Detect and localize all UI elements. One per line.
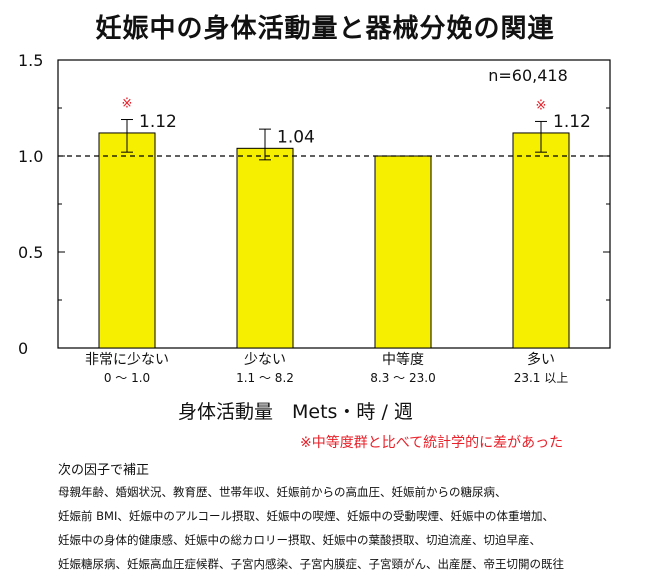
adjustment-line: 母親年齢、婚姻状況、教育歴、世帯年収、妊娠前からの高血圧、妊娠前からの糖尿病、 [58,485,507,499]
x-range-label: 8.3 ～ 23.0 [370,371,435,385]
bar [98,132,156,349]
data-label: 1.04 [277,127,315,147]
data-label: 1.12 [139,112,177,132]
y-tick-label: 0 [18,339,28,358]
bar [512,132,570,349]
x-range-label: 0 ～ 1.0 [104,371,150,385]
x-tick-label: 非常に少ない [85,352,169,368]
significance-note: ※中等度群と比べて統計学的に差があった [300,435,564,451]
x-tick-label: 多い [527,351,555,368]
y-tick-label: 0.5 [18,243,43,262]
x-axis-title: 身体活動量 Mets・時 / 週 [178,401,413,423]
adjustment-line: 妊娠糖尿病、妊娠高血圧症候群、子宮内感染、子宮内膜症、子宮頸がん、出産歴、帝王切… [58,557,564,571]
y-tick-label: 1.0 [18,147,43,166]
chart-title: 妊娠中の身体活動量と器械分娩の関連 [95,14,555,44]
sample-size-label: n=60,418 [488,66,568,85]
adjustment-line: 妊娠前 BMI、妊娠中のアルコール摂取、妊娠中の喫煙、妊娠中の受動喫煙、妊娠中の… [58,509,555,523]
data-label: 1.12 [553,112,591,132]
x-range-label: 23.1 以上 [514,371,569,385]
bar-chart: 0 0.5 1.0 1.5 1.12 ※ 1.04 1.12 ※ n=60,418 非常に少ない 0 … [18,51,611,385]
significance-mark: ※ [122,97,133,112]
x-tick-label: 少ない [244,352,286,368]
significance-mark: ※ [536,98,547,113]
bar [236,147,294,349]
adjustment-heading: 次の因子で補正 [58,463,150,478]
x-range-label: 1.1 ～ 8.2 [236,371,294,385]
adjustment-line: 妊娠中の身体的健康感、妊娠中の総カロリー摂取、妊娠中の葉酸摂取、切迫流産、切迫早… [58,533,541,547]
x-tick-label: 中等度 [382,351,424,368]
bar [374,155,432,349]
y-tick-label: 1.5 [18,51,43,70]
